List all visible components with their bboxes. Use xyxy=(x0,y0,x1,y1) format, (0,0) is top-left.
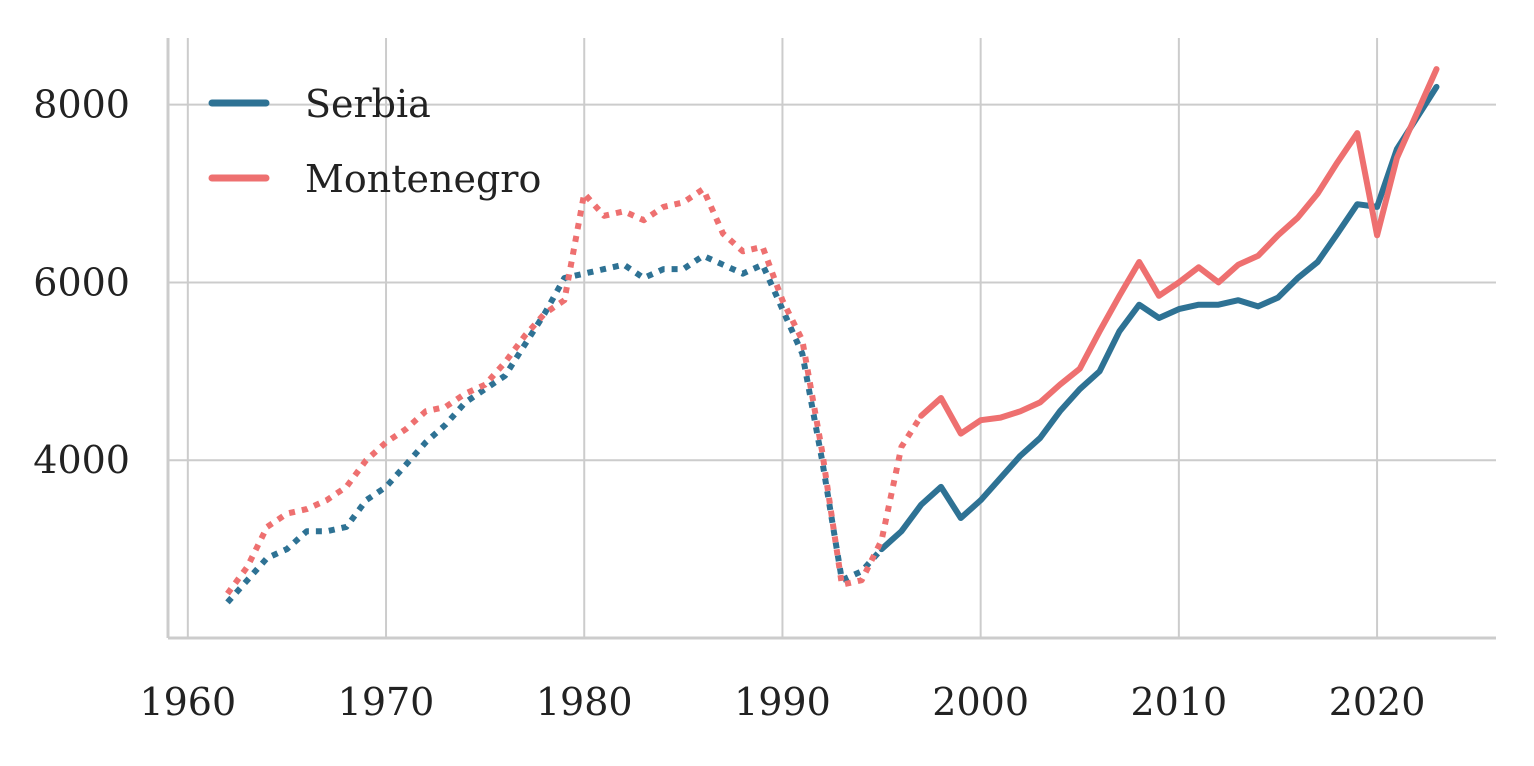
x-tick-label-1980: 1980 xyxy=(536,680,633,724)
series-line-serbia-dotted xyxy=(225,252,884,605)
y-tick-labels: 4000 6000 8000 xyxy=(33,83,130,483)
y-tick-label-6000: 6000 xyxy=(33,260,130,304)
x-tick-label-2020: 2020 xyxy=(1329,680,1426,724)
x-tick-label-1960: 1960 xyxy=(139,680,236,724)
series-line-serbia-solid xyxy=(878,83,1440,553)
axes xyxy=(166,38,1496,640)
y-tick-label-4000: 4000 xyxy=(33,438,130,482)
x-tick-label-2010: 2010 xyxy=(1131,680,1228,724)
grid xyxy=(168,38,1496,638)
x-tick-label-1970: 1970 xyxy=(338,680,435,724)
y-tick-label-8000: 8000 xyxy=(33,83,130,127)
x-tick-label-2000: 2000 xyxy=(932,680,1029,724)
series-lines xyxy=(225,66,1440,605)
series-line-montenegro-dotted xyxy=(225,186,924,596)
legend-label-serbia: Serbia xyxy=(305,82,431,126)
x-tick-labels: 1960 1970 1980 1990 2000 2010 2020 xyxy=(139,680,1425,724)
series-line-montenegro-solid xyxy=(918,66,1440,437)
legend: Serbia Montenegro xyxy=(208,82,541,201)
x-tick-label-1990: 1990 xyxy=(734,680,831,724)
legend-label-montenegro: Montenegro xyxy=(305,157,541,201)
